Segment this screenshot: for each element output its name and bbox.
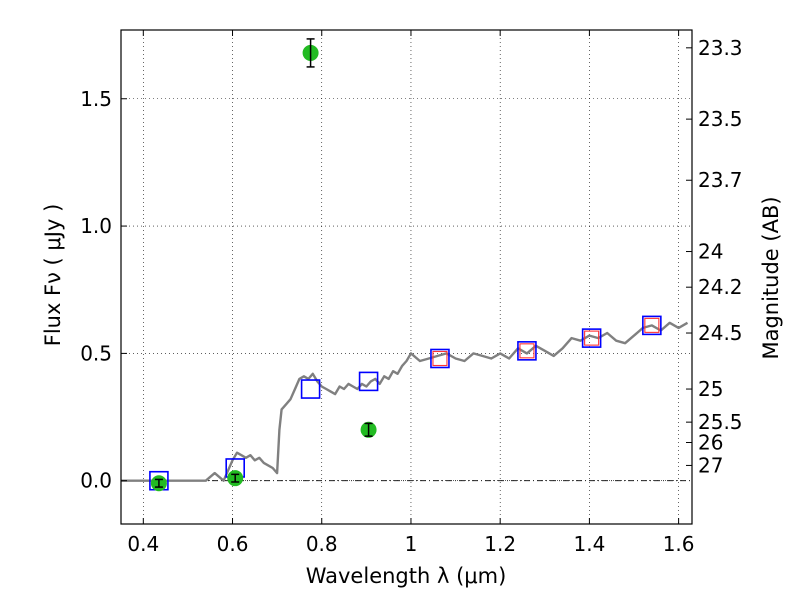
y2-tick-label: 23.5	[698, 107, 743, 131]
grid	[121, 30, 692, 524]
axis-ticks: 0.4 0.6 0.8 1 1.2 1.4 1.6 0.0 0.5 1.0 1.5 23.3 23.5 2…	[80, 30, 743, 556]
x-tick-label: 0.4	[127, 532, 159, 556]
secondary-square	[519, 343, 535, 359]
y2-tick-label: 26	[698, 431, 723, 455]
model-spectrum-line	[121, 321, 689, 482]
model-photometry-square	[581, 328, 602, 348]
secondary-square	[644, 317, 660, 333]
model-photometry-square	[642, 315, 662, 336]
y2-tick-label: 25.5	[698, 410, 743, 434]
x-tick-label: 0.8	[306, 532, 338, 556]
model-photometry-square	[300, 379, 321, 399]
plot-frame	[120, 29, 693, 525]
y2-tick-label: 23.7	[698, 168, 743, 192]
y2-tick-label: 23.3	[698, 36, 743, 60]
y-tick-label: 0.5	[80, 341, 112, 365]
plot-area	[121, 38, 689, 492]
right-y-axis-label: Magnitude (AB)	[759, 196, 783, 359]
y2-tick-label: 24.2	[698, 275, 743, 299]
x-axis-label: Wavelength λ (μm)	[306, 564, 507, 588]
x-tick-label: 1.6	[663, 532, 695, 556]
y-tick-label: 1.5	[80, 87, 112, 111]
model-photometry-square	[358, 371, 379, 392]
y2-tick-label: 25	[698, 377, 723, 401]
y-tick-label: 1.0	[80, 214, 112, 238]
y-axis-label: Flux Fν ( μJy )	[41, 204, 65, 347]
y2-tick-label: 24	[698, 240, 723, 264]
x-tick-label: 1.2	[484, 532, 516, 556]
y-tick-label: 0.0	[80, 469, 112, 493]
x-tick-label: 1	[405, 532, 418, 556]
model-photometry-square	[430, 348, 450, 369]
x-tick-label: 0.6	[217, 532, 249, 556]
y2-tick-label: 27	[698, 453, 723, 477]
y2-tick-label: 24.5	[698, 321, 743, 345]
secondary-square	[584, 330, 600, 346]
secondary-square	[432, 350, 448, 367]
x-tick-label: 1.4	[573, 532, 605, 556]
model-photometry-square	[517, 341, 537, 361]
